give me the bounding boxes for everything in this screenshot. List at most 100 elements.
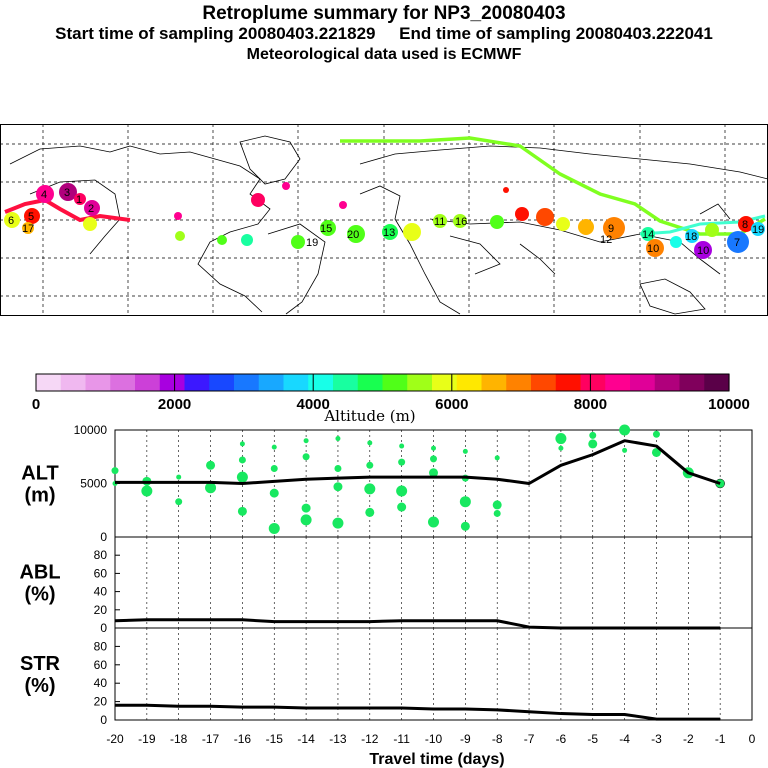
- map-label: 16: [455, 216, 467, 228]
- scatter-point: [459, 496, 471, 508]
- scatter-point: [270, 465, 278, 473]
- x-tick-label: 0: [749, 732, 756, 746]
- scatter-point: [558, 445, 564, 451]
- scatter-point: [237, 506, 247, 516]
- y-tick-label: 5000: [80, 477, 107, 491]
- y-tick-label: 60: [94, 658, 108, 672]
- scatter-point: [141, 485, 153, 497]
- colorbar-cell: [234, 374, 260, 391]
- x-tick-label: -9: [460, 732, 471, 746]
- y-tick-label: 20: [94, 695, 108, 709]
- map-label: 9: [608, 223, 614, 235]
- x-tick-label: -18: [170, 732, 188, 746]
- x-tick-label: -15: [266, 732, 284, 746]
- scatter-point: [239, 441, 245, 447]
- map-label: 7: [734, 237, 740, 249]
- map-marker: [578, 219, 594, 235]
- panel-alt: 10000 5000 0 ALT(m): [21, 423, 753, 544]
- map-marker: [670, 236, 682, 248]
- scatter-point: [431, 445, 436, 451]
- scatter-point: [588, 439, 598, 449]
- series-line: [115, 703, 721, 721]
- x-tick-label: -20: [106, 732, 124, 746]
- scatter-point: [492, 500, 502, 510]
- map-marker: [251, 193, 265, 207]
- y-tick-label: 0: [100, 621, 107, 635]
- map-marker: [241, 234, 253, 246]
- scatter-point: [236, 471, 248, 483]
- colorbar-tick-label: 0: [32, 396, 40, 413]
- colorbar-cell: [704, 374, 730, 391]
- y-tick-label: 40: [94, 585, 108, 599]
- colorbar-title: Altitude (m): [323, 407, 415, 424]
- map-marker: [4, 212, 20, 228]
- colorbar-cell: [357, 374, 384, 391]
- x-tick-label: -12: [361, 732, 379, 746]
- trajectory-lower: [4, 197, 131, 223]
- met-data-note: Meteorological data used is ECMWF: [246, 46, 522, 63]
- map-label: 10: [647, 243, 659, 255]
- panel-label: ALT: [21, 463, 58, 485]
- colorbar-cell: [308, 374, 334, 391]
- map-label: 2: [88, 203, 94, 215]
- x-tick-label: -6: [556, 732, 567, 746]
- map-label: 8: [742, 219, 748, 231]
- map-graticule: [0, 124, 768, 316]
- colorbar-cell: [184, 374, 210, 391]
- scatter-point: [238, 456, 246, 464]
- scatter-point: [268, 522, 280, 534]
- map-marker: [641, 227, 655, 241]
- map-marker: [685, 229, 699, 243]
- colorbar-cell: [135, 374, 161, 391]
- map-label: 17: [22, 223, 34, 235]
- panel-label: STR: [20, 653, 61, 675]
- y-tick-label: 0: [100, 530, 107, 544]
- map-marker: [175, 231, 185, 241]
- scatter-point: [399, 443, 405, 449]
- colorbar-tick-label: 4000: [297, 396, 330, 413]
- scatter-point: [176, 474, 182, 480]
- scatter-point: [271, 444, 277, 450]
- sampling-times: Start time of sampling 20080403.221829 E…: [55, 24, 713, 43]
- map-marker: [347, 225, 365, 243]
- scatter-point: [651, 447, 661, 457]
- map-label: 1: [76, 194, 82, 206]
- map-marker: [738, 216, 754, 232]
- map-label: 6: [8, 215, 14, 227]
- map-label: 14: [642, 229, 654, 241]
- map-marker: [403, 223, 421, 241]
- map-marker: [727, 231, 749, 253]
- map-marker: [282, 182, 290, 190]
- scatter-point: [428, 516, 439, 528]
- map-marker: [22, 222, 34, 234]
- scatter-point: [398, 458, 406, 466]
- scatter-point: [302, 453, 310, 461]
- scatter-point: [652, 430, 660, 438]
- scatter-point: [300, 514, 312, 526]
- colorbar-cell: [258, 374, 285, 391]
- y-tick-label: 20: [94, 603, 108, 617]
- x-tick-label: -4: [619, 732, 630, 746]
- map-label: 10: [697, 245, 709, 257]
- map-label: 19: [306, 237, 318, 249]
- map-marker: [515, 207, 529, 221]
- scatter-point: [333, 482, 343, 492]
- colorbar-cell: [36, 374, 62, 391]
- colorbar-cell: [456, 374, 483, 391]
- panel-unit: (m): [24, 485, 55, 507]
- colorbar-tick-label: 10000: [708, 396, 750, 413]
- panel-unit: (%): [24, 675, 55, 697]
- x-axis: -20 -19 -18 -17 -16 -15 -14 -13 -12 -11 -10 -9 -8 -7-…: [106, 732, 755, 768]
- scatter-point: [366, 461, 374, 469]
- colorbar-cell: [283, 374, 309, 391]
- map-marker: [24, 208, 40, 224]
- x-tick-label: -11: [393, 732, 410, 746]
- colorbar-cell: [481, 374, 507, 391]
- map-marker: [705, 223, 719, 237]
- x-tick-label: -14: [297, 732, 315, 746]
- scatter-point: [430, 455, 437, 463]
- colorbar-cell: [506, 374, 532, 391]
- map-label: 12: [600, 234, 612, 246]
- x-tick-label: -10: [425, 732, 443, 746]
- x-tick-label: -19: [138, 732, 156, 746]
